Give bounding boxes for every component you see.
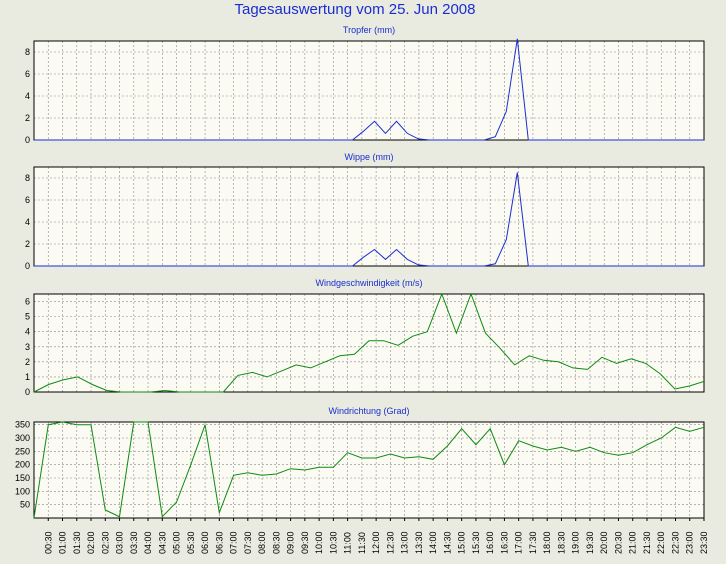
y-tick-label: 4 — [25, 217, 30, 227]
x-tick-label: 03:30 — [129, 531, 139, 554]
x-tick-label: 16:00 — [485, 531, 495, 554]
plot-area — [34, 167, 704, 266]
y-tick-label: 300 — [15, 433, 30, 443]
x-tick-label: 12:30 — [385, 531, 395, 554]
x-tick-label: 01:00 — [58, 531, 68, 554]
x-tick-label: 21:00 — [628, 531, 638, 554]
y-tick-label: 2 — [25, 357, 30, 367]
plot-frame — [33, 293, 705, 393]
panel-1: Tropfer (mm) 0 2 4 6 8 — [25, 25, 705, 145]
x-tick-label: 06:00 — [200, 531, 210, 554]
y-tick-label: 0 — [25, 387, 30, 397]
x-tick-label: 21:30 — [642, 531, 652, 554]
x-tick-label: 04:00 — [143, 531, 153, 554]
y-tick-label: 100 — [15, 486, 30, 496]
series-line — [33, 292, 705, 393]
plot-area — [34, 41, 704, 140]
y-tick-label: 150 — [15, 473, 30, 483]
x-tick-label: 07:30 — [243, 531, 253, 554]
plot-frame — [33, 166, 705, 267]
x-tick-label: 13:00 — [400, 531, 410, 554]
x-tick-label: 02:00 — [86, 531, 96, 554]
x-tick-label: 08:00 — [257, 531, 267, 554]
y-tick-label: 200 — [15, 460, 30, 470]
series-line — [34, 172, 704, 267]
x-tick-label: 10:30 — [328, 531, 338, 554]
x-tick-label: 01:30 — [72, 531, 82, 554]
x-tick-label: 11:30 — [357, 532, 367, 554]
x-tick-label: 15:30 — [471, 531, 481, 554]
x-tick-label: 19:00 — [571, 531, 581, 554]
y-tick-label: 250 — [15, 446, 30, 456]
series-line — [33, 421, 705, 519]
panel-title: Wippe (mm) — [345, 152, 394, 162]
x-tick-label: 22:30 — [670, 531, 680, 554]
y-tick-label: 8 — [25, 47, 30, 57]
x-tick-label: 06:30 — [214, 531, 224, 554]
y-tick-label: 0 — [25, 135, 30, 145]
y-tick-label: 4 — [25, 327, 30, 337]
x-tick-label: 14:30 — [442, 531, 452, 554]
panel-3: Windgeschwindigkeit (m/s) 0 1 2 3 4 5 6 — [25, 278, 705, 397]
x-tick-label: 13:30 — [414, 531, 424, 554]
panel-2: Wippe (mm) 0 2 4 6 8 — [25, 152, 705, 271]
y-tick-label: 5 — [25, 312, 30, 322]
x-tick-label: 05:30 — [186, 531, 196, 554]
x-axis-labels: 00:30 01:00 01:30 02:00 02:30 03:00 03:30 04:00… — [43, 518, 709, 554]
x-tick-label: 23:00 — [685, 531, 695, 554]
y-tick-label: 350 — [15, 420, 30, 430]
x-tick-label: 08:30 — [271, 531, 281, 554]
y-tick-label: 2 — [25, 239, 30, 249]
y-tick-label: 6 — [25, 69, 30, 79]
x-tick-label: 20:30 — [613, 531, 623, 554]
panel-title: Tropfer (mm) — [343, 25, 395, 35]
x-tick-label: 10:00 — [314, 531, 324, 554]
y-tick-label: 6 — [25, 195, 30, 205]
x-tick-label: 00:30 — [43, 531, 53, 554]
series-line — [34, 38, 704, 141]
plot-frame — [33, 40, 705, 141]
plot-frame — [33, 421, 705, 519]
y-tick-label: 50 — [20, 500, 30, 510]
x-tick-label: 02:30 — [100, 531, 110, 554]
x-tick-label: 12:00 — [371, 531, 381, 554]
y-tick-label: 1 — [25, 372, 30, 382]
page-title: Tagesauswertung vom 25. Jun 2008 — [235, 1, 476, 18]
panel-4: Windrichtung (Grad) 50 100 150 200 250 300 350 — [15, 406, 705, 519]
y-tick-label: 8 — [25, 173, 30, 183]
plot-area — [34, 294, 704, 392]
x-tick-label: 04:30 — [157, 531, 167, 554]
panel-title: Windrichtung (Grad) — [328, 406, 409, 416]
x-tick-label: 11:00 — [343, 532, 353, 554]
x-tick-label: 16:30 — [499, 531, 509, 554]
x-tick-label: 15:00 — [457, 531, 467, 554]
y-tick-label: 4 — [25, 91, 30, 101]
x-tick-label: 07:00 — [229, 531, 239, 554]
panel-title: Windgeschwindigkeit (m/s) — [315, 278, 422, 288]
y-tick-label: 0 — [25, 261, 30, 271]
y-tick-label: 3 — [25, 342, 30, 352]
x-tick-label: 03:00 — [115, 531, 125, 554]
x-tick-label: 23:30 — [699, 531, 709, 554]
x-tick-label: 19:30 — [585, 531, 595, 554]
y-tick-label: 2 — [25, 113, 30, 123]
x-tick-label: 22:00 — [656, 531, 666, 554]
y-tick-label: 6 — [25, 297, 30, 307]
x-tick-label: 17:30 — [528, 531, 538, 554]
x-tick-label: 09:30 — [300, 531, 310, 554]
x-tick-label: 20:00 — [599, 531, 609, 554]
x-tick-label: 18:00 — [542, 531, 552, 554]
x-tick-label: 17:00 — [514, 531, 524, 554]
x-tick-label: 05:00 — [172, 531, 182, 554]
x-tick-label: 14:00 — [428, 531, 438, 554]
x-tick-label: 18:30 — [556, 531, 566, 554]
x-tick-label: 09:00 — [286, 531, 296, 554]
plot-area — [34, 422, 704, 518]
